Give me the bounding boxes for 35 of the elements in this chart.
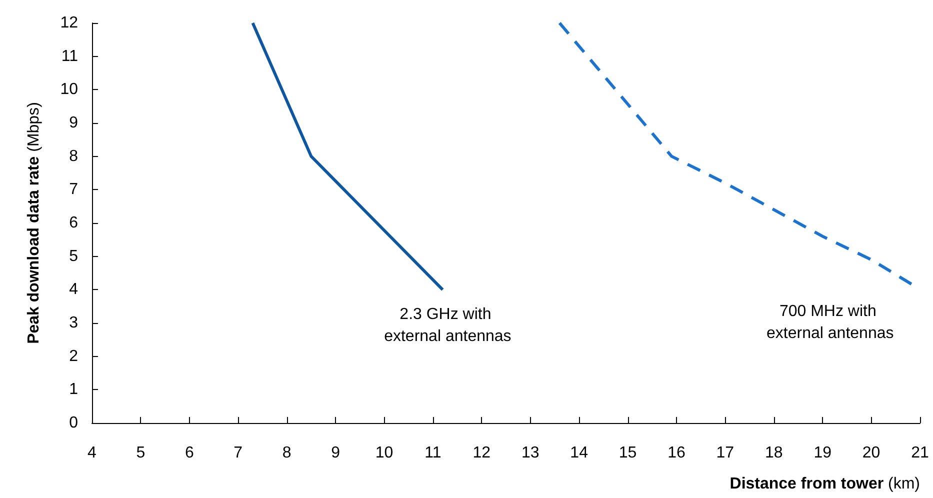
x-tick-label: 13 xyxy=(521,444,540,462)
y-tick-label: 1 xyxy=(69,381,78,398)
x-tick-label: 8 xyxy=(282,444,292,462)
y-tick-label: 10 xyxy=(60,81,78,98)
x-tick-label: 11 xyxy=(424,444,442,462)
x-tick-label: 18 xyxy=(764,444,783,462)
y-axis-title: Peak download data rate (Mbps) xyxy=(26,102,42,344)
y-tick-label: 5 xyxy=(69,248,78,265)
x-tick-label: 14 xyxy=(570,444,588,462)
x-tick-label: 20 xyxy=(862,444,880,462)
y-tick-label: 6 xyxy=(69,214,78,232)
x-tick-label: 7 xyxy=(234,444,243,462)
x-tick-label: 15 xyxy=(618,444,637,462)
y-tick-label: 3 xyxy=(69,314,78,332)
y-tick-label: 2 xyxy=(69,348,78,365)
y-tick-label: 4 xyxy=(69,281,78,298)
text: 2.3 GHz with external antennas xyxy=(384,306,512,346)
y-tick-label: 0 xyxy=(69,414,78,432)
x-tick-label: 10 xyxy=(375,444,394,462)
y-tick-label: 7 xyxy=(69,181,78,198)
x-tick-label: 17 xyxy=(716,444,734,462)
x-tick-label: 9 xyxy=(331,444,340,462)
y-tick-label: 8 xyxy=(69,148,78,165)
x-tick-label: 16 xyxy=(668,444,686,462)
y-tick-label: 12 xyxy=(60,14,78,32)
x-axis-title: Distance from tower (km) xyxy=(730,476,920,492)
x-tick-label: 4 xyxy=(88,444,97,462)
series-label: 700 MHz with external antennas xyxy=(766,302,894,342)
x-tick-label: 21 xyxy=(911,444,929,462)
x-tick-label: 6 xyxy=(184,444,194,462)
x-tick-label: 5 xyxy=(136,444,146,462)
x-tick-label: 19 xyxy=(814,444,832,462)
x-tick-label: 12 xyxy=(472,444,491,462)
y-tick-label: 11 xyxy=(61,48,78,65)
y-tick-label: 9 xyxy=(69,114,78,132)
